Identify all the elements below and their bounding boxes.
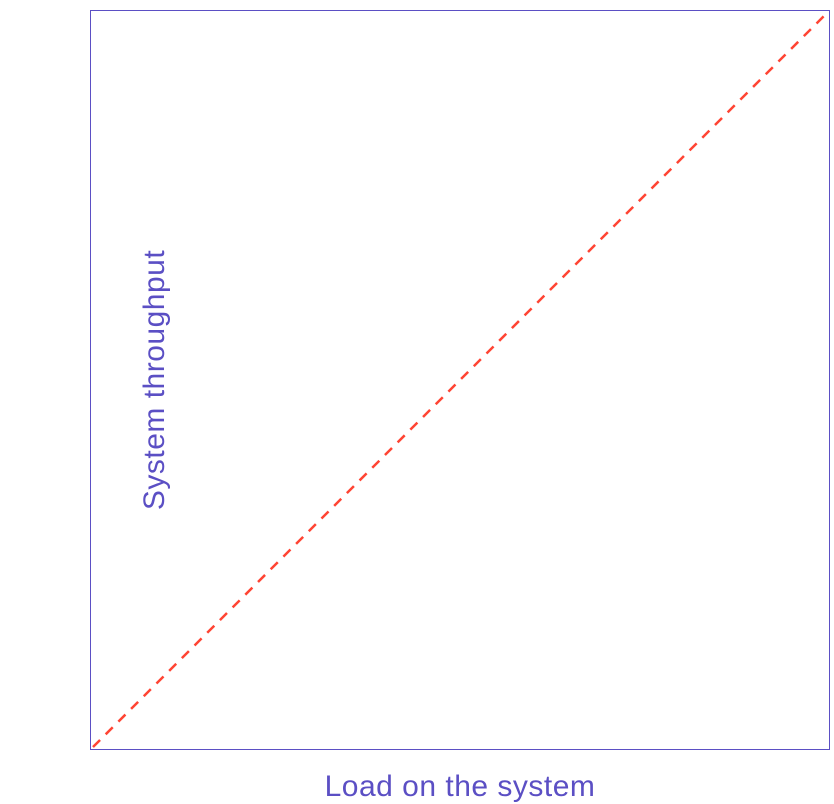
plot-area	[90, 10, 830, 750]
diagonal-dashed-line	[91, 11, 829, 749]
y-axis-label: System throughput	[138, 250, 172, 510]
chart-container	[90, 10, 830, 750]
x-axis-label: Load on the system	[325, 770, 596, 804]
throughput-line	[93, 13, 827, 747]
